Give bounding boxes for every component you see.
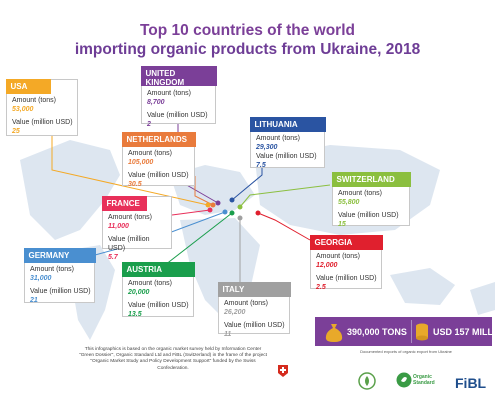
country-name: NETHERLANDS xyxy=(121,131,196,147)
chart-title-line2: importing organic products from Ukraine,… xyxy=(74,41,421,58)
amount-label: Amount (tons) xyxy=(338,190,382,197)
value-value: 15 xyxy=(338,221,346,228)
map-north-america xyxy=(20,140,120,240)
marker-lithuania xyxy=(229,197,235,203)
marker-georgia xyxy=(255,210,261,216)
value-value: 5.7 xyxy=(108,254,118,261)
amount-label: Amount (tons) xyxy=(12,97,56,104)
amount-label: Amount (tons) xyxy=(224,300,268,307)
amount-label: Amount (tons) xyxy=(128,280,172,287)
money-bag-icon xyxy=(325,324,343,342)
value-value: 11 xyxy=(224,331,232,338)
value-label: Value (million USD) xyxy=(224,322,285,329)
country-card-uk: UNITED KINGDOM Amount (tons) 8,700 Value… xyxy=(140,65,217,128)
value-value: 7.5 xyxy=(256,162,266,169)
value-label: Value (million USD) xyxy=(12,119,73,126)
amount-value: 105,000 xyxy=(128,159,154,166)
amount-value: 55,800 xyxy=(338,199,360,206)
marker-uk xyxy=(215,200,221,206)
marker-france xyxy=(207,207,213,213)
country-card-italy: ITALY Amount (tons) 26,200 Value (millio… xyxy=(217,281,291,338)
amount-label: Amount (tons) xyxy=(128,150,172,157)
totals-banner: 390,000 TONS USD 157 MILLION xyxy=(315,317,495,346)
amount-value: 31,000 xyxy=(30,275,52,282)
total-tons: 390,000 TONS xyxy=(347,327,407,337)
country-name: ITALY xyxy=(217,281,291,297)
country-card-switzerland: SWITZERLAND Amount (tons) 55,800 Value (… xyxy=(331,171,411,228)
value-label: Value (million USD) xyxy=(256,153,317,160)
totals-note: Documented exports of organic export fro… xyxy=(360,349,452,354)
value-label: Value (million USD) xyxy=(338,212,399,219)
country-name: AUSTRIA xyxy=(121,261,195,277)
amount-label: Amount (tons) xyxy=(108,214,152,221)
value-label: Value (million USD) xyxy=(128,302,189,309)
footnote: This infographics is based on the organi… xyxy=(79,347,267,371)
map-islands xyxy=(470,282,495,315)
organic-standard-logo-text: Organic Standard xyxy=(413,374,435,386)
amount-label: Amount (tons) xyxy=(256,135,300,142)
green-dossier-logo-icon xyxy=(358,372,376,390)
amount-value: 12,000 xyxy=(316,262,338,269)
country-card-netherlands: NETHERLANDS Amount (tons) 105,000 Value … xyxy=(121,131,196,188)
amount-value: 11,000 xyxy=(108,223,129,230)
amount-label: Amount (tons) xyxy=(30,266,74,273)
map-australia xyxy=(390,268,455,305)
amount-value: 8,700 xyxy=(147,99,165,106)
swiss-flag-icon xyxy=(278,365,288,377)
marker-germany xyxy=(222,209,228,215)
total-usd: USD 157 MILLION xyxy=(433,327,495,337)
fibl-logo: FiBL xyxy=(455,375,487,391)
value-label: Value (million USD) xyxy=(147,112,208,119)
value-label: Value (million USD) xyxy=(108,236,150,252)
country-name: UNITED KINGDOM xyxy=(140,65,217,87)
country-name: GERMANY xyxy=(23,247,96,263)
marker-usa xyxy=(205,202,211,208)
marker-austria xyxy=(229,210,235,216)
country-card-france: FRANCE Amount (tons) 11,000 Value (milli… xyxy=(101,195,172,261)
country-name: GEORGIA xyxy=(309,234,383,250)
value-value: 25 xyxy=(12,128,20,135)
country-name: LITHUANIA xyxy=(249,116,326,132)
country-card-lithuania: LITHUANIA Amount (tons) 29,300 Value (mi… xyxy=(249,116,326,169)
organic-standard-logo-icon xyxy=(396,372,412,388)
value-label: Value (million USD) xyxy=(316,275,377,282)
chart-title-line1: Top 10 countries of the world xyxy=(139,22,355,39)
country-name: FRANCE xyxy=(101,195,147,211)
amount-value: 29,300 xyxy=(256,144,278,151)
country-card-austria: AUSTRIA Amount (tons) 20,000 Value (mill… xyxy=(121,261,195,318)
amount-label: Amount (tons) xyxy=(147,90,191,97)
banner-divider xyxy=(411,320,412,343)
country-name: SWITZERLAND xyxy=(331,171,411,187)
value-label: Value (million USD) xyxy=(128,172,189,179)
country-card-germany: GERMANY Amount (tons) 31,000 Value (mill… xyxy=(23,247,96,304)
value-value: 2.5 xyxy=(316,284,326,291)
country-card-georgia: GEORGIA Amount (tons) 12,000 Value (mill… xyxy=(309,234,383,291)
value-value: 30.5 xyxy=(128,181,142,188)
marker-switzerland xyxy=(237,204,243,210)
value-value: 13.5 xyxy=(128,311,142,318)
marker-netherlands xyxy=(210,202,216,208)
amount-label: Amount (tons) xyxy=(316,253,360,260)
coins-icon xyxy=(416,323,428,341)
amount-value: 26,200 xyxy=(224,309,246,316)
value-label: Value (million USD) xyxy=(30,288,91,295)
value-value: 21 xyxy=(30,297,38,304)
marker-italy xyxy=(237,215,243,221)
amount-value: 20,000 xyxy=(128,289,150,296)
value-value: 2 xyxy=(147,121,151,128)
country-card-usa: USA Amount (tons) 53,000 Value (million … xyxy=(5,78,78,136)
amount-value: 53,000 xyxy=(12,106,34,113)
country-name: USA xyxy=(5,78,51,94)
